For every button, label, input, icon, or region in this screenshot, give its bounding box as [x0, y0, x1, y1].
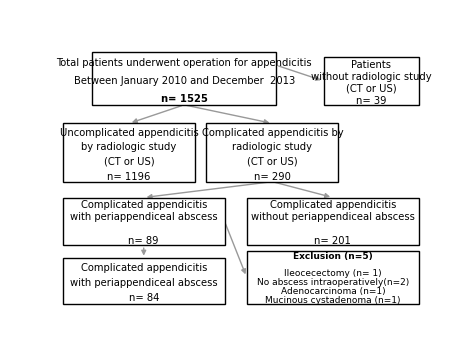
Text: Mucinous cystadenoma (n=1): Mucinous cystadenoma (n=1) [265, 296, 401, 305]
Text: (CT or US): (CT or US) [247, 157, 298, 167]
Bar [63, 197, 225, 245]
Bar [324, 57, 419, 105]
Text: n= 39: n= 39 [356, 96, 387, 106]
Text: Patients: Patients [352, 60, 392, 70]
Text: No abscess intraoperatively(n=2): No abscess intraoperatively(n=2) [257, 278, 409, 287]
Text: Complicated appendicitis: Complicated appendicitis [81, 200, 207, 210]
Text: without radiologic study: without radiologic study [311, 72, 432, 82]
Text: n= 89: n= 89 [128, 236, 159, 246]
Text: n= 1525: n= 1525 [161, 94, 208, 104]
Text: n= 201: n= 201 [314, 236, 351, 246]
Text: Exclusion (n=5): Exclusion (n=5) [293, 252, 373, 261]
Text: with periappendiceal abscess: with periappendiceal abscess [70, 278, 218, 288]
Text: Uncomplicated appendicitis: Uncomplicated appendicitis [60, 128, 199, 138]
Text: Adenocarcinoma (n=1): Adenocarcinoma (n=1) [281, 287, 385, 296]
Text: without periappendiceal abscess: without periappendiceal abscess [251, 212, 415, 222]
Bar [246, 250, 419, 303]
Bar [63, 123, 195, 182]
Bar [63, 258, 225, 303]
Text: Complicated appendicitis: Complicated appendicitis [81, 263, 207, 273]
Text: Complicated appendicitis by: Complicated appendicitis by [201, 128, 343, 138]
Bar [246, 197, 419, 245]
Text: Between January 2010 and December  2013: Between January 2010 and December 2013 [73, 76, 295, 86]
Text: Ileocecectomy (n= 1): Ileocecectomy (n= 1) [284, 269, 382, 278]
Text: n= 1196: n= 1196 [107, 172, 151, 182]
Text: n= 84: n= 84 [128, 293, 159, 303]
Text: Complicated appendicitis: Complicated appendicitis [270, 200, 396, 210]
Text: (CT or US): (CT or US) [104, 157, 155, 167]
Bar [92, 52, 276, 105]
Text: with periappendiceal abscess: with periappendiceal abscess [70, 212, 218, 222]
Text: (CT or US): (CT or US) [346, 84, 397, 94]
Text: Total patients underwent operation for appendicitis: Total patients underwent operation for a… [56, 58, 312, 68]
Text: n= 290: n= 290 [254, 172, 291, 182]
Text: radiologic study: radiologic study [232, 142, 312, 152]
Bar [206, 123, 338, 182]
Text: by radiologic study: by radiologic study [82, 142, 177, 152]
